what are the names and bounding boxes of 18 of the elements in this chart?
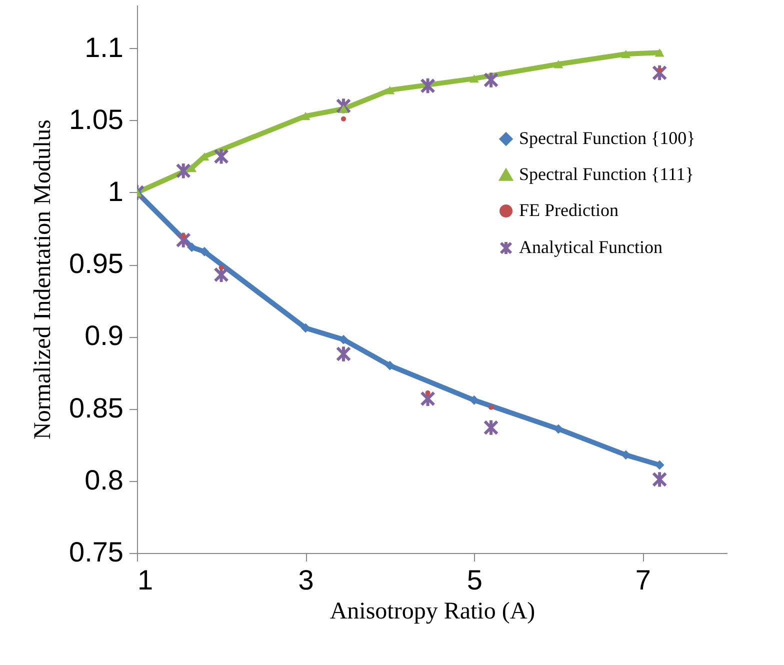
legend-label: Analytical Function: [519, 237, 662, 257]
y-tick-label: 1.1: [84, 32, 124, 63]
x-tick-label: 7: [635, 564, 652, 596]
x-tick-label: 5: [466, 564, 482, 596]
y-tick-label: 1.05: [69, 104, 124, 135]
y-tick-label: 0.9: [84, 320, 124, 352]
x-axis-title: Anisotropy Ratio (A): [330, 598, 536, 624]
y-tick-label: 0.8: [84, 464, 124, 496]
legend-label: Spectral Function {100}: [519, 128, 696, 148]
legend-label: FE Prediction: [519, 200, 618, 220]
legend-label: Spectral Function {111}: [519, 164, 694, 184]
y-axis-title: Normalized Indentation Modulus: [30, 120, 56, 440]
y-tick-label: 0.85: [69, 392, 124, 424]
y-tick-label: 1: [108, 176, 124, 207]
y-tick-label: 0.95: [69, 248, 124, 280]
x-tick-label: 3: [298, 564, 314, 596]
x-tick-label: 1: [138, 564, 154, 596]
y-tick-label: 0.75: [69, 536, 124, 568]
